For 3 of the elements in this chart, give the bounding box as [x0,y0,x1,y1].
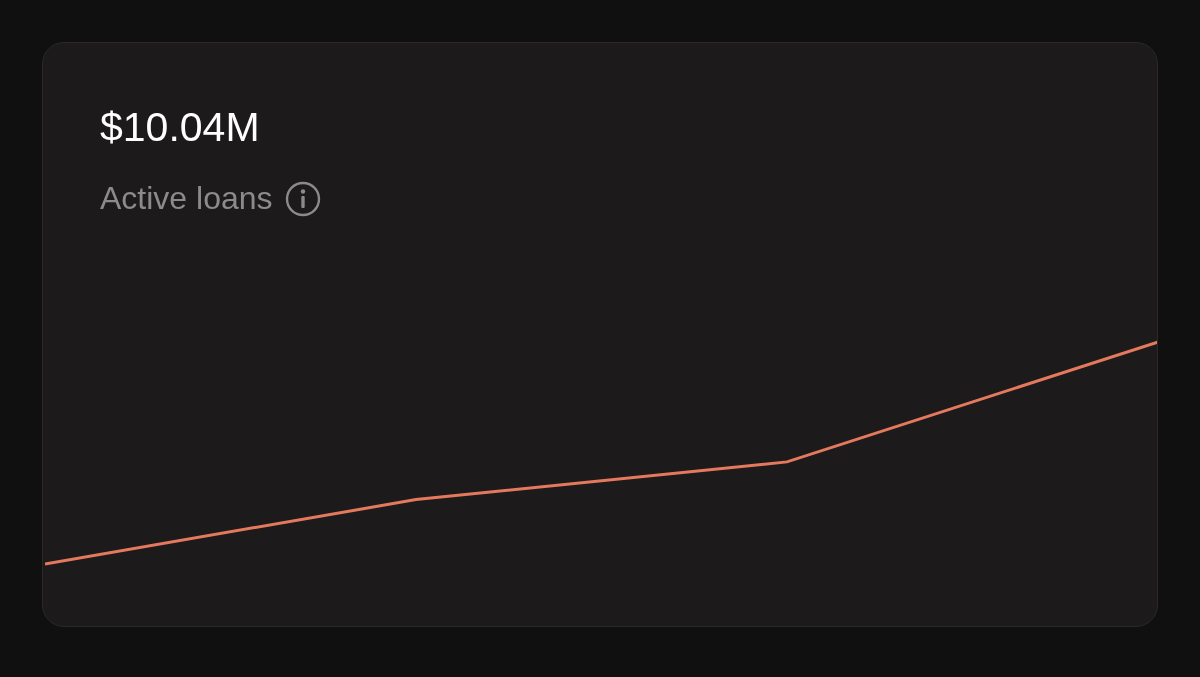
card: $10.04M Active loans [42,42,1158,627]
chart-subtitle: Active loans [100,180,273,217]
chart-title: $10.04M [100,104,260,151]
